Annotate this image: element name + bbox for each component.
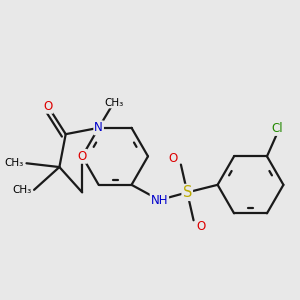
Text: Cl: Cl (271, 122, 283, 135)
Text: O: O (169, 152, 178, 165)
Text: O: O (77, 150, 87, 163)
Text: O: O (44, 100, 52, 113)
Text: NH: NH (151, 194, 168, 206)
Text: CH₃: CH₃ (104, 98, 123, 107)
Text: N: N (94, 121, 103, 134)
Text: O: O (196, 220, 206, 233)
Text: S: S (182, 185, 192, 200)
Text: CH₃: CH₃ (12, 185, 32, 195)
Text: CH₃: CH₃ (5, 158, 24, 168)
